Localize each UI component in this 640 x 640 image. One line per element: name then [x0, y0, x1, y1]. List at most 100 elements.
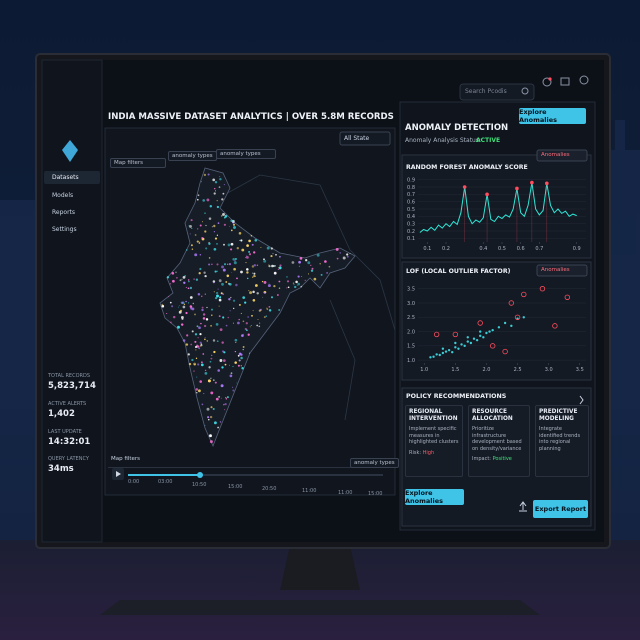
map-dot	[229, 310, 231, 312]
mail-icon[interactable]	[560, 77, 570, 86]
map-dot	[221, 198, 224, 201]
map-dot	[195, 357, 198, 359]
anomaly-point	[485, 192, 489, 197]
chart-dropdown[interactable]: Anomalies	[541, 267, 570, 273]
map-dot	[227, 243, 231, 247]
share-icon[interactable]	[519, 501, 527, 512]
policy-next[interactable]	[579, 395, 584, 405]
map-dot	[319, 263, 321, 265]
map-dot	[245, 257, 247, 259]
y-tick-label: 0.8	[407, 185, 415, 191]
map-dot	[236, 277, 238, 280]
map-dot	[189, 286, 193, 290]
outlier-point	[508, 300, 515, 306]
map-dot	[212, 407, 215, 411]
inlier-point	[438, 353, 441, 357]
map-dot	[197, 228, 199, 230]
map-dot	[251, 265, 255, 268]
stat-label: TOTAL RECORDS	[48, 373, 91, 379]
timeline-label: 20:50	[262, 486, 277, 492]
anomaly-point	[545, 181, 549, 186]
map-dot	[196, 376, 198, 378]
map-dot	[204, 372, 208, 375]
filter-chip[interactable]: Map filters	[110, 158, 166, 168]
map-dot	[169, 301, 172, 304]
map-dot	[185, 300, 187, 303]
map-dot	[219, 176, 221, 178]
search-icon[interactable]	[521, 87, 529, 95]
policy-card[interactable]: PREDICTIVE MODELING Integrate identified…	[535, 405, 589, 477]
nav-item[interactable]: Models	[52, 192, 74, 199]
state-select-label[interactable]: All State	[344, 135, 370, 142]
inlier-point	[522, 316, 525, 319]
map-dot	[216, 263, 219, 266]
map-dot	[268, 265, 271, 268]
map-dot	[226, 396, 229, 399]
policy-card[interactable]: RESOURCE ALLOCATION Prioritize infrastru…	[468, 405, 530, 477]
stat-label: LAST UPDATE	[48, 429, 82, 435]
map-dot	[307, 261, 311, 265]
timeline-progress	[128, 474, 200, 476]
inlier-point	[441, 351, 445, 355]
state-select[interactable]	[339, 131, 391, 146]
map-dot	[209, 434, 212, 438]
map	[159, 167, 396, 448]
x-tick-label: 0.1	[423, 246, 431, 252]
policy-card[interactable]: REGIONAL INTERVENTION Implement specific…	[405, 405, 463, 477]
map-dot	[218, 305, 220, 307]
timeline-handle[interactable]	[197, 472, 203, 478]
map-dot	[229, 364, 230, 366]
monitor-stand	[280, 545, 360, 590]
map-dot	[201, 308, 204, 312]
nav-item[interactable]: Settings	[52, 226, 77, 233]
map-dot	[262, 296, 264, 298]
explore-button[interactable]: Explore Anomalies	[405, 489, 464, 505]
map-dot	[237, 364, 240, 367]
timeline-label: 03:00	[158, 479, 173, 485]
map-dot	[213, 224, 216, 228]
map-dot	[175, 276, 178, 279]
logo	[62, 140, 78, 162]
map-dot	[216, 270, 218, 273]
bottom-filter[interactable]: anomaly types	[350, 458, 399, 468]
map-dot	[200, 322, 202, 325]
map-dot	[286, 287, 288, 289]
map-dot	[324, 260, 327, 263]
map-dot	[253, 264, 256, 267]
y-tick-label: 0.4	[407, 214, 415, 220]
map-dot	[195, 388, 199, 391]
nav-item[interactable]: Datasets	[52, 174, 79, 181]
map-dot	[246, 256, 249, 259]
explore-button[interactable]: Explore Anomalies	[519, 108, 586, 124]
map-dot	[187, 279, 190, 281]
outlier-point	[452, 331, 459, 338]
lof-dropdown[interactable]	[536, 264, 588, 277]
map-dot	[195, 278, 199, 281]
map-dot	[230, 248, 233, 251]
map-dot	[236, 247, 239, 250]
status-label: Anomaly Analysis Status:	[405, 137, 481, 144]
map-dot	[194, 340, 197, 343]
nav-item[interactable]: Reports	[52, 209, 76, 216]
chart-dropdown[interactable]: Anomalies	[541, 152, 570, 158]
map-dot	[226, 263, 229, 265]
export-button[interactable]: Export Report	[533, 500, 588, 518]
map-dot	[242, 333, 244, 335]
search-box[interactable]	[459, 83, 535, 101]
y-tick-label: 1.5	[407, 344, 415, 350]
search-placeholder[interactable]: Search Pcodis	[465, 88, 507, 95]
outlier-point	[514, 314, 521, 320]
inlier-point	[444, 350, 448, 353]
settings-icon[interactable]	[579, 75, 589, 85]
map-dot	[206, 407, 210, 411]
bell-icon[interactable]	[542, 77, 552, 87]
rf-dropdown[interactable]	[536, 149, 588, 162]
bottom-filter[interactable]: Map filters	[111, 456, 141, 462]
timeline-track[interactable]	[128, 474, 383, 476]
map-dot	[237, 354, 240, 357]
map-dot	[278, 309, 281, 311]
filter-chip[interactable]: anomaly types	[216, 149, 276, 159]
map-dot	[197, 389, 201, 393]
inlier-point	[479, 334, 482, 338]
filter-chip[interactable]: anomaly types	[168, 151, 217, 161]
